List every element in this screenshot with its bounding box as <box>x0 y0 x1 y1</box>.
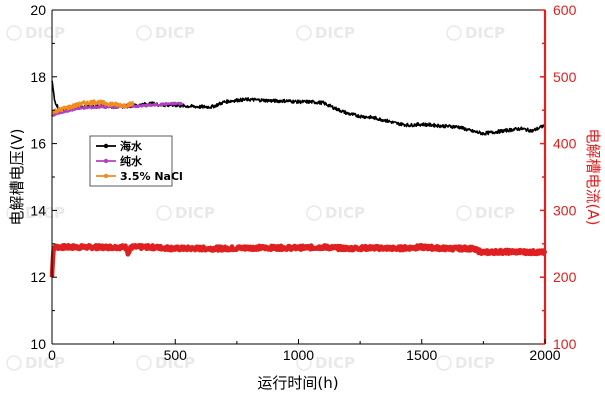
watermark-0: DICP <box>6 24 65 42</box>
watermark-text: DICP <box>455 354 495 372</box>
axes: 0 500 1000 1500 2000 10 12 14 16 18 20 100 200 300 400… <box>30 2 576 363</box>
watermark-7: DICP <box>456 204 515 222</box>
legend-item: 海水 <box>96 139 143 153</box>
watermark-text: DICP <box>25 24 65 42</box>
watermark-text: DICP <box>175 204 215 222</box>
watermark-logo-icon <box>446 25 462 41</box>
watermark-logo-icon <box>136 355 152 371</box>
watermark-9: DICP <box>136 354 195 372</box>
y-right-tick-label: 600 <box>553 2 577 18</box>
watermark-logo-icon <box>6 205 22 221</box>
watermark-text: DICP <box>25 204 65 222</box>
watermark-layer: DICP DICP DICP DICP DICP DICP DICP DICP DICP DICP… <box>6 24 515 372</box>
legend-marker <box>103 173 109 179</box>
legend-item: 3.5% NaCl <box>96 170 183 183</box>
y-left-tick-label: 14 <box>30 202 46 218</box>
legend-label: 3.5% NaCl <box>120 170 183 183</box>
watermark-text: DICP <box>155 354 195 372</box>
watermark-logo-icon <box>456 205 472 221</box>
watermark-logo-icon <box>436 355 452 371</box>
x-tick-label: 2000 <box>529 347 560 363</box>
watermark-logo-icon <box>306 205 322 221</box>
y-right-tick-label: 200 <box>553 269 577 285</box>
watermark-11: DICP <box>436 354 495 372</box>
y-left-axis-title: 电解槽电压(V) <box>8 129 26 226</box>
legend-marker <box>103 158 109 164</box>
legend-item: 纯水 <box>96 154 143 168</box>
watermark-text: DICP <box>315 24 355 42</box>
watermark-1: DICP <box>136 24 195 42</box>
y-left-tick-label: 12 <box>30 269 46 285</box>
legend-label: 纯水 <box>120 154 143 168</box>
y-left-tick-label: 10 <box>30 336 46 352</box>
watermark-4: DICP <box>6 204 65 222</box>
plot-area <box>49 80 548 278</box>
watermark-6: DICP <box>306 204 365 222</box>
watermark-text: DICP <box>155 24 195 42</box>
x-axis-title: 运行时间(h) <box>257 374 338 392</box>
watermark-8: DICP <box>6 354 65 372</box>
y-right-tick-label: 300 <box>553 202 577 218</box>
y-right-tick-label: 500 <box>553 69 577 85</box>
watermark-text: DICP <box>315 354 355 372</box>
watermark-text: DICP <box>325 204 365 222</box>
series-line-nacl <box>51 99 135 115</box>
watermark-logo-icon <box>136 25 152 41</box>
watermark-5: DICP <box>156 204 215 222</box>
legend-label: 海水 <box>120 139 143 153</box>
y-left-tick-label: 18 <box>30 69 46 85</box>
watermark-10: DICP <box>296 354 355 372</box>
y-left-tick-label: 20 <box>30 2 46 18</box>
watermark-logo-icon <box>156 205 172 221</box>
watermark-2: DICP <box>296 24 355 42</box>
y-right-tick-label: 100 <box>553 336 577 352</box>
x-tick-label: 0 <box>48 347 56 363</box>
legend-marker <box>103 143 109 149</box>
x-tick-label: 1500 <box>406 347 437 363</box>
watermark-logo-icon <box>6 355 22 371</box>
y-right-tick-label: 400 <box>553 136 577 152</box>
x-tick-label: 500 <box>164 347 188 363</box>
series-line-current <box>49 242 548 278</box>
watermark-3: DICP <box>446 24 505 42</box>
watermark-text: DICP <box>25 354 65 372</box>
x-tick-label: 1000 <box>283 347 314 363</box>
watermark-logo-icon <box>6 25 22 41</box>
watermark-logo-icon <box>296 25 312 41</box>
y-left-tick-label: 16 <box>30 136 46 152</box>
watermark-text: DICP <box>465 24 505 42</box>
watermark-logo-icon <box>296 355 312 371</box>
watermark-text: DICP <box>475 204 515 222</box>
y-right-axis-title: 电解槽电流(A) <box>584 129 602 226</box>
